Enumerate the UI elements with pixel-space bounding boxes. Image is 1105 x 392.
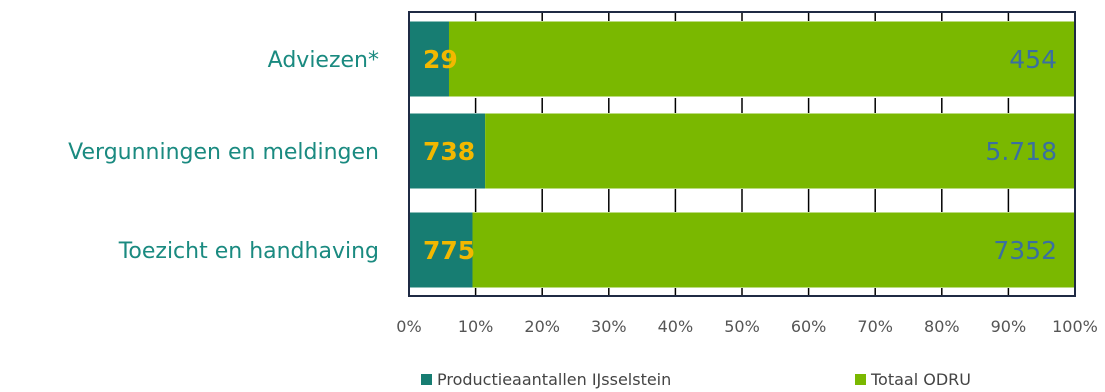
bar-segment-odru xyxy=(485,113,1075,189)
data-label-odru: 7352 xyxy=(993,236,1057,265)
category-label: Vergunningen en meldingen xyxy=(68,140,379,165)
data-label-ijsselstein: 29 xyxy=(423,45,458,74)
plot-frame xyxy=(408,11,1076,297)
legend-swatch xyxy=(421,374,432,385)
data-label-odru: 5.718 xyxy=(985,137,1057,166)
axes-group xyxy=(408,11,1076,297)
x-tick-label: 80% xyxy=(924,317,960,336)
legend-label: Totaal ODRU xyxy=(870,370,971,389)
legend-label: Productieaantallen IJsselstein xyxy=(437,370,671,389)
x-tick-label: 40% xyxy=(658,317,694,336)
bar-segment-ijsselstein xyxy=(409,212,473,288)
category-labels-group: Adviezen* Vergunningen en meldingen Toezic… xyxy=(68,48,379,264)
x-tick-labels-group: 0% 10% 20% 30% 40% 50% 60% 70% 80% 90% 100% xyxy=(396,317,1098,336)
legend-swatch xyxy=(855,374,866,385)
data-label-odru: 454 xyxy=(1009,45,1057,74)
x-tick-label: 0% xyxy=(396,317,421,336)
x-tick-label: 20% xyxy=(524,317,560,336)
data-labels-group: 29 454 738 5.718 775 7352 xyxy=(423,45,1057,265)
category-label: Toezicht en handhaving xyxy=(118,239,379,264)
bar-segment-odru xyxy=(448,21,1076,97)
bar-segment-ijsselstein xyxy=(409,21,449,97)
x-tick-label: 70% xyxy=(857,317,893,336)
bars-group xyxy=(409,21,1076,288)
x-tick-label: 30% xyxy=(591,317,627,336)
x-tick-label: 90% xyxy=(991,317,1027,336)
category-label: Adviezen* xyxy=(268,48,379,73)
bar-segment-odru xyxy=(472,212,1076,288)
x-tick-label: 100% xyxy=(1052,317,1098,336)
data-label-ijsselstein: 738 xyxy=(423,137,475,166)
x-tick-label: 50% xyxy=(724,317,760,336)
x-tick-label: 10% xyxy=(458,317,494,336)
data-label-ijsselstein: 775 xyxy=(423,236,475,265)
bar-segment-ijsselstein xyxy=(409,113,486,189)
legend: Productieaantallen IJsselstein Totaal ODR… xyxy=(421,370,971,389)
x-tick-label: 60% xyxy=(791,317,827,336)
